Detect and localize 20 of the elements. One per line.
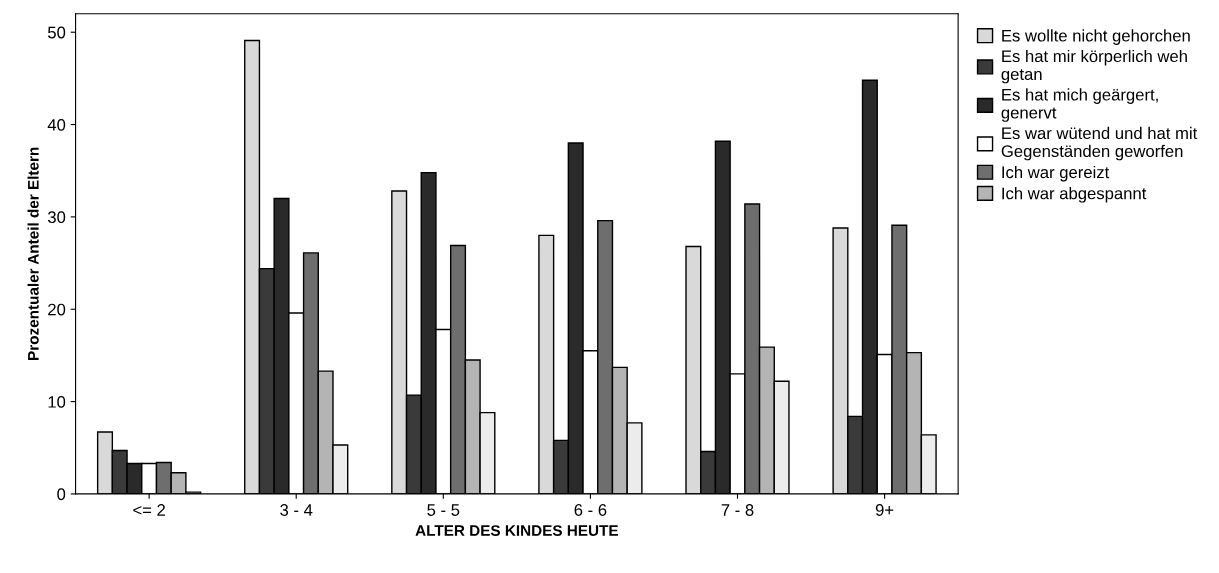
- legend-label: Es hat mich geärgert, genervt: [1001, 88, 1158, 122]
- y-tick-label: 10: [48, 395, 66, 408]
- x-tick-label: 7 - 8: [721, 504, 754, 516]
- x-tick-label: 3 - 4: [280, 504, 313, 516]
- legend-label: Es war wütend und hat mit Gegenständen geworfen: [1001, 126, 1198, 161]
- y-tick-label: 50: [47, 26, 66, 39]
- y-tick-label: 30: [47, 211, 66, 224]
- y-tick-label: 0: [57, 488, 66, 501]
- y-axis-title: Prozentualer Anteil der Eltern: [27, 147, 39, 360]
- y-tick-label: 20: [48, 303, 66, 316]
- x-tick-label: 9+: [875, 504, 894, 516]
- x-axis-title: ALTER DES KINDES HEUTE: [415, 525, 618, 536]
- legend-label: Es wollte nicht gehorchen: [1002, 29, 1190, 45]
- x-tick-label: 5 - 5: [427, 504, 460, 516]
- legend-label: Ich war abgespannt: [1002, 187, 1147, 203]
- legend-label: Es hat mir körperlich weh getan: [1001, 49, 1187, 84]
- x-tick-label: 6 - 6: [574, 504, 607, 516]
- x-tick-label: <= 2: [133, 504, 165, 516]
- legend-label: Ich war gereizt: [1002, 165, 1110, 182]
- y-tick-label: 40: [47, 118, 66, 131]
